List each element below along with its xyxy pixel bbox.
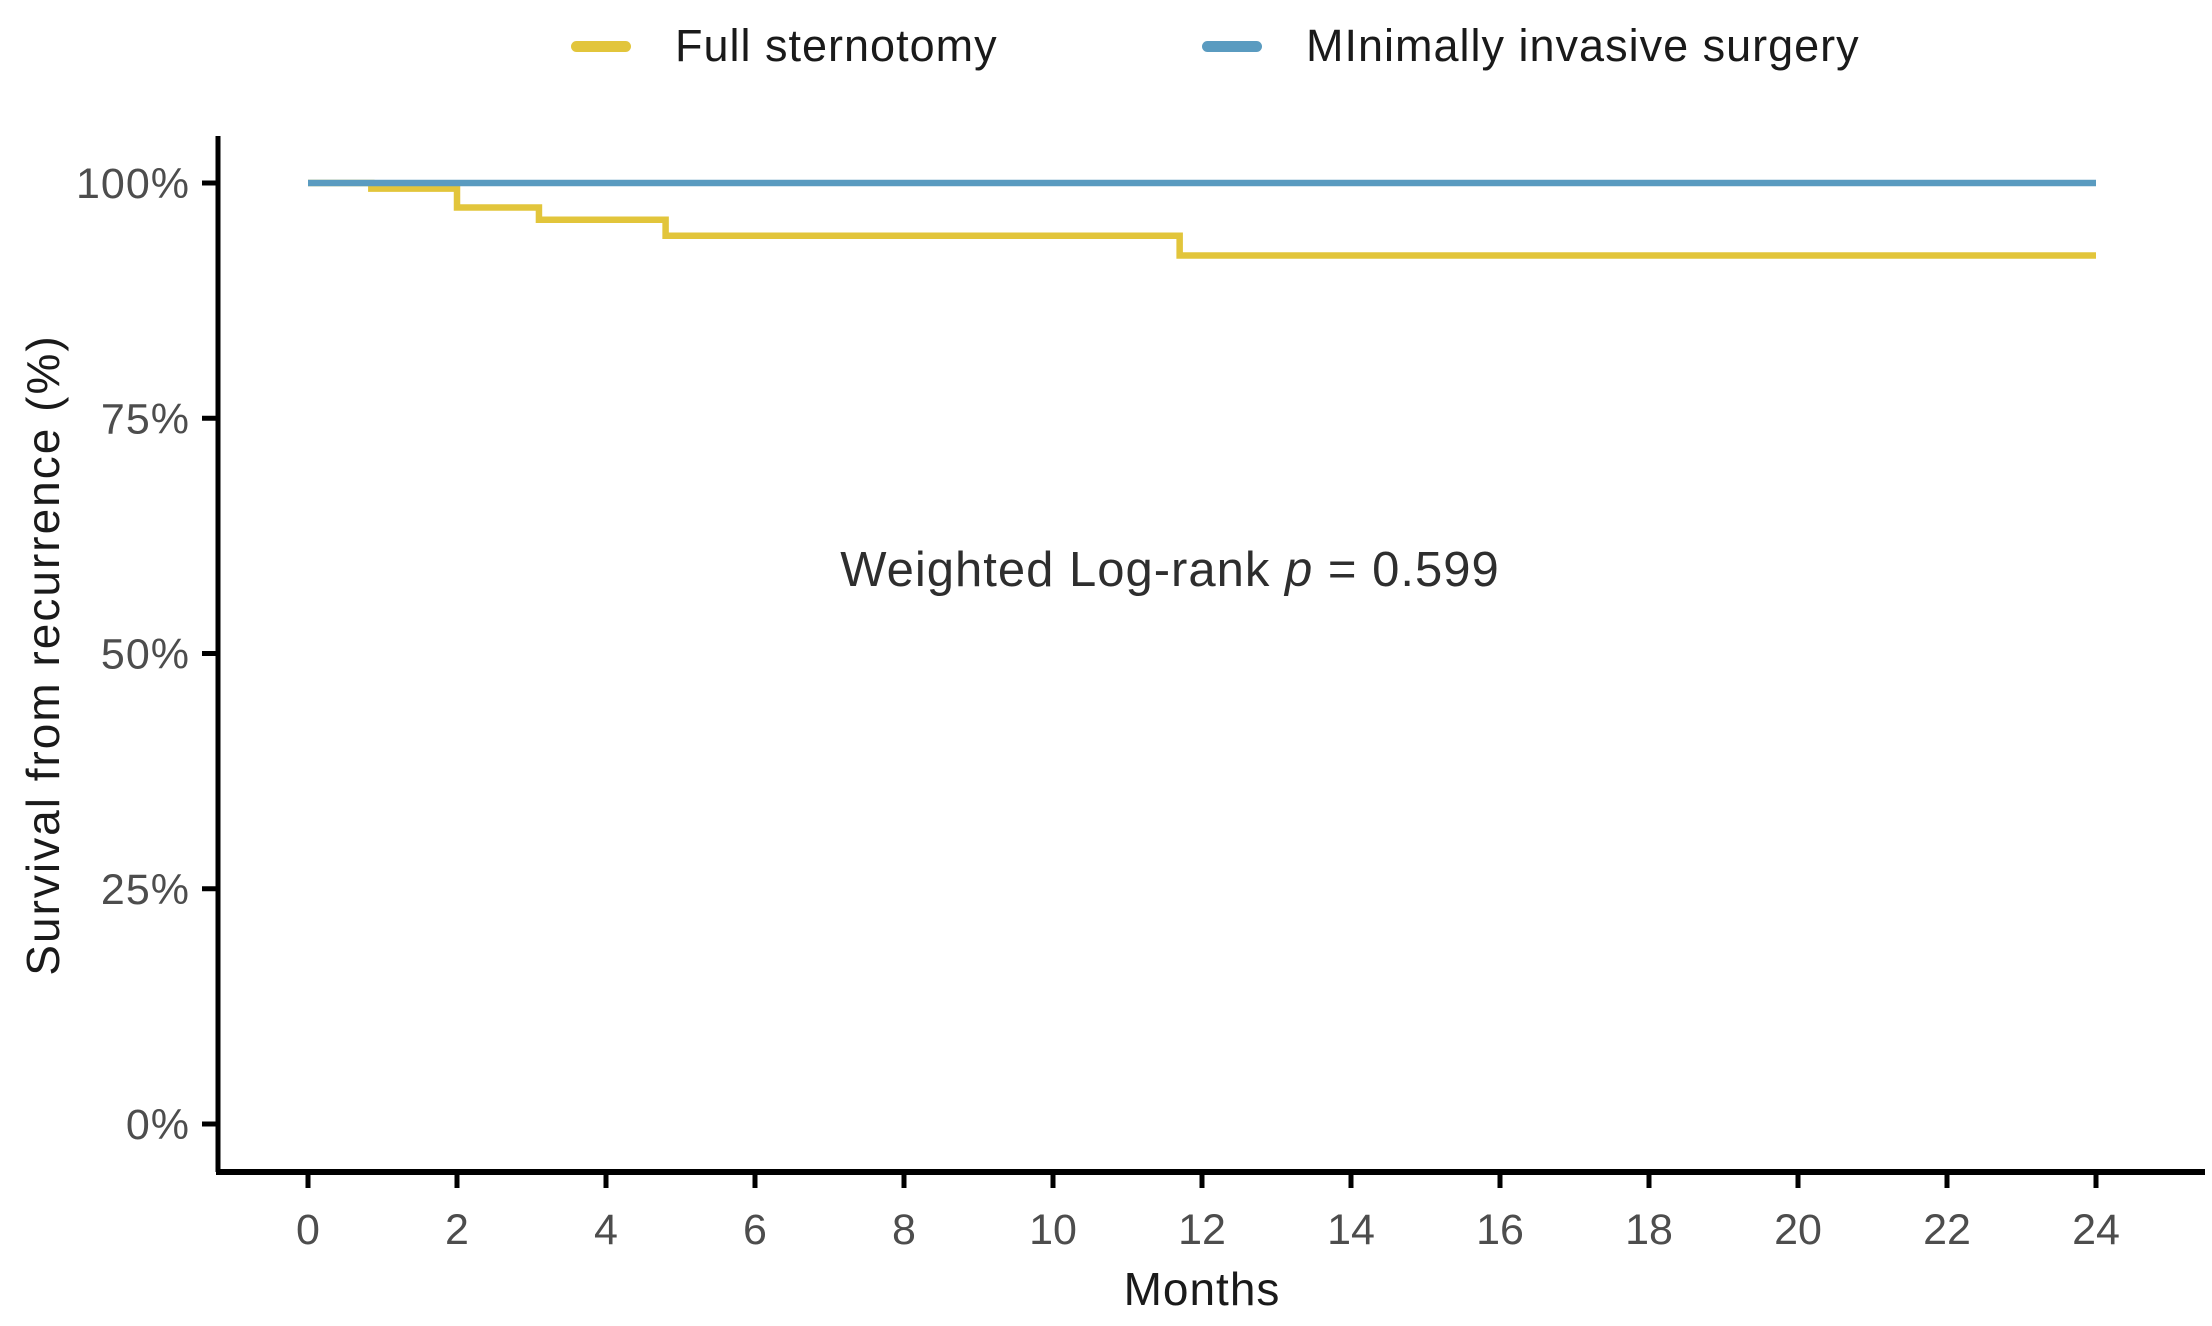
y-tick-label: 75% bbox=[101, 395, 190, 443]
legend-item-full-sternotomy: Full sternotomy bbox=[571, 16, 998, 76]
survival-curve-full-sternotomy bbox=[308, 179, 2096, 259]
x-tick-label: 18 bbox=[1625, 1206, 1673, 1254]
x-tick-label: 14 bbox=[1327, 1206, 1375, 1254]
legend-item-minimally-invasive: MInimally invasive surgery bbox=[1202, 16, 1860, 76]
full-sternotomy-line-swatch bbox=[571, 40, 631, 52]
x-tick-label: 2 bbox=[445, 1206, 469, 1254]
y-tick-label: 100% bbox=[76, 160, 190, 208]
x-tick-label: 4 bbox=[594, 1206, 618, 1254]
y-tick-label: 50% bbox=[101, 631, 190, 679]
x-tick-label: 12 bbox=[1178, 1206, 1226, 1254]
legend-label-full-sternotomy: Full sternotomy bbox=[675, 20, 998, 71]
log-rank-annotation: Weighted Log-rank p = 0.599 bbox=[670, 542, 1670, 598]
legend-label-minimally-invasive: MInimally invasive surgery bbox=[1306, 20, 1860, 71]
x-tick-label: 24 bbox=[2072, 1206, 2120, 1254]
x-axis-title: Months bbox=[1123, 1263, 1281, 1315]
y-tick-label: 0% bbox=[126, 1101, 190, 1149]
x-tick-label: 20 bbox=[1774, 1206, 1822, 1254]
x-tick-label: 8 bbox=[892, 1206, 916, 1254]
annotation-value: = 0.599 bbox=[1313, 543, 1500, 597]
x-tick-label: 6 bbox=[743, 1206, 767, 1254]
minimally-invasive-line-swatch bbox=[1202, 40, 1262, 52]
x-tick-label: 0 bbox=[296, 1206, 320, 1254]
y-axis-title: Survival from recurrence (%) bbox=[17, 334, 69, 976]
x-tick-label: 22 bbox=[1923, 1206, 1971, 1254]
x-tick-label: 16 bbox=[1476, 1206, 1524, 1254]
x-tick-label: 10 bbox=[1029, 1206, 1077, 1254]
annotation-p-symbol: p bbox=[1285, 543, 1314, 597]
y-tick-label: 25% bbox=[101, 866, 190, 914]
annotation-prefix: Weighted Log-rank bbox=[840, 543, 1285, 597]
